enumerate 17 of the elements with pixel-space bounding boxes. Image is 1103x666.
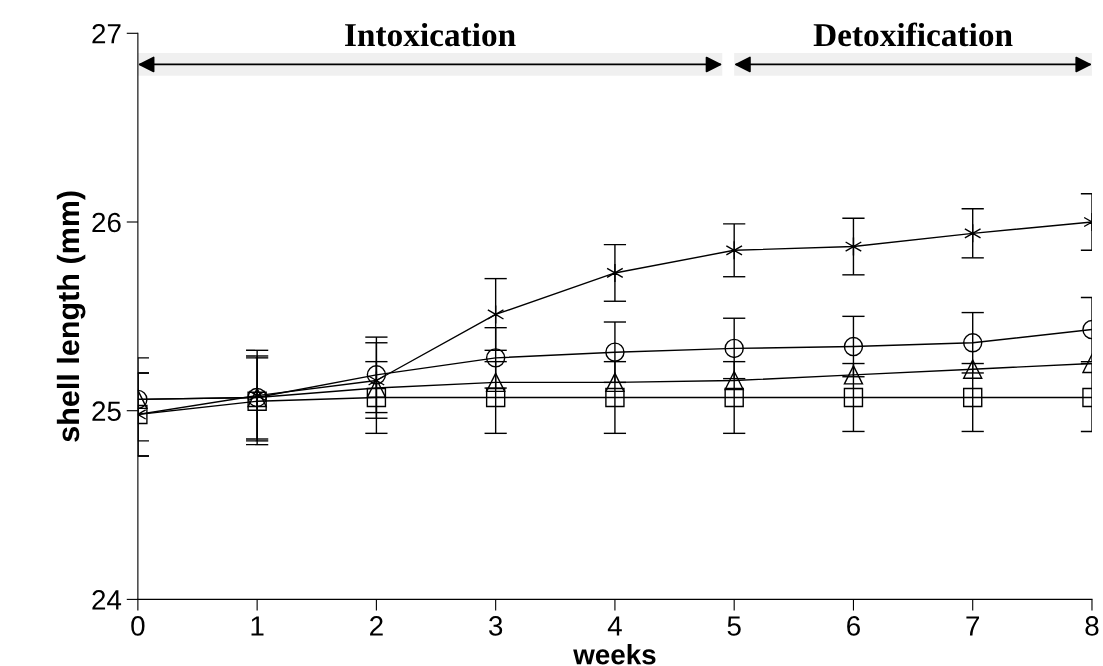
x-tick-label: 7: [966, 616, 980, 636]
band-label: Intoxication: [345, 22, 516, 47]
y-tick-label: 27: [92, 23, 121, 44]
y-tick-label: 24: [92, 590, 122, 610]
x-tick-label: 2: [370, 616, 383, 636]
x-tick-label: 3: [489, 616, 503, 636]
x-tick-label: 4: [607, 616, 622, 636]
y-tick-label: 26: [92, 212, 121, 233]
x-tick-label: 0: [131, 616, 145, 636]
y-tick-label: 25: [92, 401, 121, 422]
x-axis-title: weeks: [573, 644, 656, 665]
x-tick-label: 1: [251, 616, 264, 636]
y-axis-title: shell length (mm): [56, 191, 86, 442]
x-tick-label: 8: [1085, 616, 1099, 636]
x-tick-label: 5: [727, 616, 741, 636]
band-label: Detoxification: [813, 22, 1013, 47]
x-tick-label: 6: [847, 616, 860, 636]
